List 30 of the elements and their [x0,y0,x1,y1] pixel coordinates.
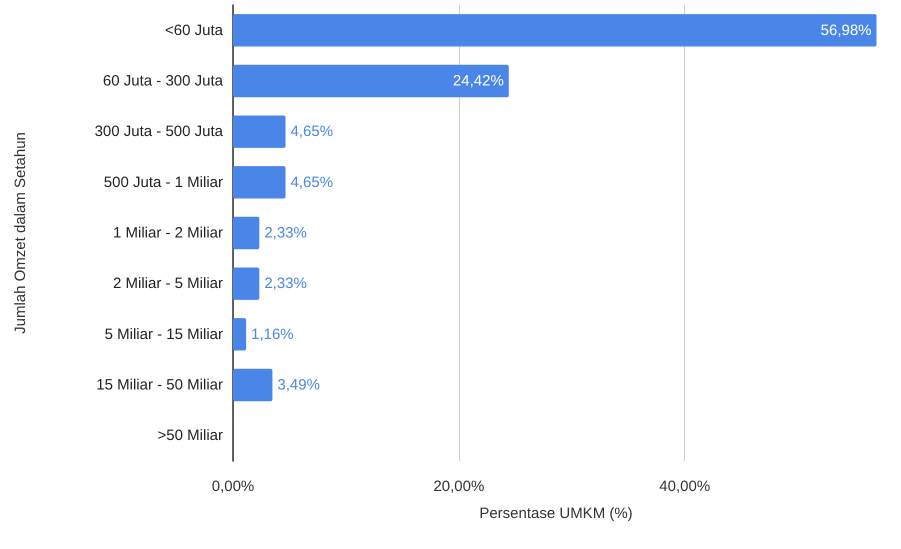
y-tick-label: 60 Juta - 300 Juta [102,72,224,90]
y-tick-label: 15 Miliar - 50 Miliar [96,376,223,394]
bar [233,318,246,351]
bar [233,14,877,47]
x-tick-label: 40,00% [659,478,710,495]
bar [233,115,286,148]
y-tick-label: 300 Juta - 500 Juta [94,123,224,140]
data-label: 2,33% [264,275,307,292]
data-label: 2,33% [264,224,307,242]
y-tick-label: 1 Miliar - 2 Miliar [112,224,223,242]
data-label: 1,16% [251,326,294,343]
data-label: 3,49% [277,376,320,394]
data-label: 4,65% [290,174,334,191]
y-tick-label: 5 Miliar - 15 Miliar [104,326,223,343]
y-axis-title: Jumlah Omzet dalam Setahun [12,132,29,334]
y-tick-label: 2 Miliar - 5 Miliar [112,275,223,292]
bar [233,216,260,250]
bar [233,267,260,300]
data-label: 56,98% [820,22,872,39]
x-axis-title: Persentase UMKM (%) [479,505,633,522]
x-tick-label: 20,00% [433,478,484,495]
bar [233,368,272,402]
bar [233,64,509,98]
x-tick-label: 0,00% [212,478,254,495]
data-label: 24,42% [452,72,504,90]
y-tick-label: 500 Juta - 1 Miliar [104,174,223,191]
y-tick-label: >50 Miliar [158,427,223,444]
y-tick-label: <60 Juta [165,22,224,39]
bar [233,166,286,199]
data-label: 4,65% [290,123,334,140]
